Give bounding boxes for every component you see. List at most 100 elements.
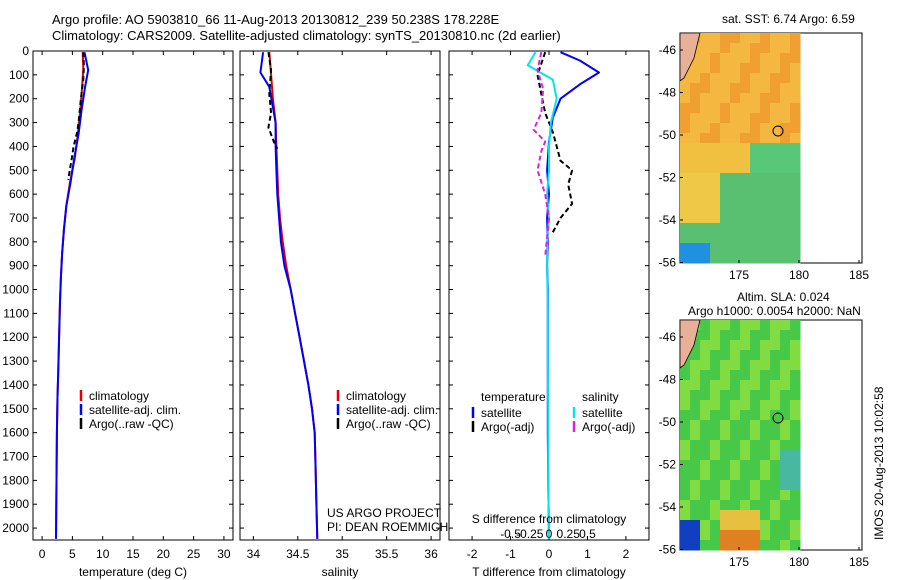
map-cell (730, 123, 741, 134)
x-tick-label: 30 (217, 547, 231, 561)
map-cell (790, 63, 801, 74)
map-cell (700, 390, 711, 401)
map-cell (690, 183, 701, 194)
map-cell (750, 143, 761, 154)
sst-map-title: sat. SST: 6.74 Argo: 6.59 (722, 12, 855, 26)
map-cell (750, 93, 761, 104)
map-cell (730, 173, 741, 184)
map-cell (680, 213, 691, 224)
map-cell (710, 430, 721, 441)
map-cell (760, 440, 771, 451)
map-cell (740, 340, 751, 351)
y-tick-label: 1300 (2, 354, 29, 368)
map-y-tick-label: -50 (659, 415, 677, 429)
map-cell (680, 203, 691, 214)
map-cell (680, 430, 691, 441)
map-cell (680, 500, 691, 511)
map-cell (790, 83, 801, 94)
map-cell (700, 430, 711, 441)
map-cell (700, 173, 711, 184)
y-tick-label: 2000 (2, 521, 29, 535)
map-cell (750, 490, 761, 501)
map-cell (750, 163, 761, 174)
map-cell (680, 143, 691, 154)
map-cell (730, 63, 741, 74)
map-cell (720, 183, 731, 194)
map-cell (730, 500, 741, 511)
legend-label: climatology (89, 389, 149, 403)
map-cell (740, 53, 751, 64)
map-cell (730, 450, 741, 461)
map-cell (690, 510, 701, 521)
map-cell (770, 253, 781, 264)
map-cell (730, 510, 741, 521)
map-cell (730, 490, 741, 501)
map-cell (730, 33, 741, 44)
map-cell (770, 123, 781, 134)
map-cell (740, 330, 751, 341)
map-cell (680, 370, 691, 381)
map-cell (790, 340, 801, 351)
map-cell (750, 330, 761, 341)
panel-temperature: 0100200300400500600700800900100011001200… (2, 44, 234, 579)
map-cell (770, 430, 781, 441)
map-cell (760, 43, 771, 54)
map-cell (770, 330, 781, 341)
map-cell (780, 203, 791, 214)
map-cell (770, 380, 781, 391)
map-cell (780, 450, 791, 461)
map-cell (760, 113, 771, 124)
map-cell (790, 460, 801, 471)
map-cell (770, 510, 781, 521)
map-cell (740, 133, 751, 144)
map-cell (720, 350, 731, 361)
map-cell (780, 63, 791, 74)
map-cell (720, 430, 731, 441)
map-cell (710, 450, 721, 461)
map-cell (770, 53, 781, 64)
map-cell (790, 103, 801, 114)
map-cell (690, 380, 701, 391)
map-cell (790, 500, 801, 511)
map-cell (710, 400, 721, 411)
map-cell (790, 440, 801, 451)
y-tick-label: 1200 (2, 330, 29, 344)
legend-header-salinity: salinity (582, 390, 619, 404)
map-cell (720, 460, 731, 471)
map-cell (730, 73, 741, 84)
map-cell (780, 73, 791, 84)
map-cell (680, 153, 691, 164)
map-cell (780, 430, 791, 441)
map-cell (680, 93, 691, 104)
map-cell (790, 530, 801, 541)
map-cell (700, 420, 711, 431)
map-y-tick-label: -46 (659, 43, 677, 57)
map-cell (770, 223, 781, 234)
map-cell (790, 233, 801, 244)
map-cell (700, 400, 711, 411)
map-cell (750, 153, 761, 164)
map-cell (700, 340, 711, 351)
map-cell (710, 500, 721, 511)
map-cell (690, 83, 701, 94)
map-cell (770, 103, 781, 114)
map-cell (760, 143, 771, 154)
map-cell (710, 320, 721, 331)
map-cell (730, 223, 741, 234)
map-cell (720, 420, 731, 431)
map-cell (730, 380, 741, 391)
map-cell (700, 410, 711, 421)
map-cell (700, 360, 711, 371)
map-cell (760, 340, 771, 351)
map-cell (690, 530, 701, 541)
map-cell (740, 400, 751, 411)
map-cell (700, 93, 711, 104)
map-cell (740, 440, 751, 451)
series-line-argo-raw-qc- (67, 52, 85, 180)
map-cell (730, 133, 741, 144)
map-cell (770, 243, 781, 254)
map-cell (720, 390, 731, 401)
map-cell (750, 440, 761, 451)
map-cell (750, 320, 761, 331)
map-cell (750, 73, 761, 84)
